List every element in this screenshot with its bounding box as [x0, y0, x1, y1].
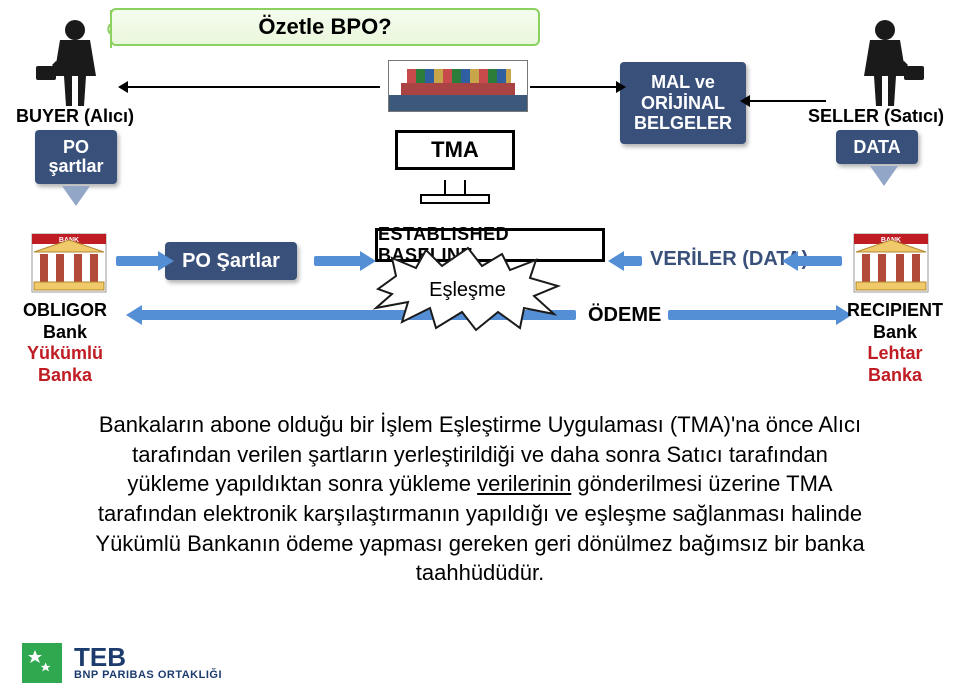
- seller-down-arrow-icon: [870, 166, 898, 186]
- recip-l2: Bank: [873, 322, 917, 342]
- arrow-ship-to-buyer: [126, 86, 380, 88]
- footer-logo: TEB BNP PARIBAS ORTAKLIĞI: [22, 643, 222, 683]
- recipient-text: RECIPIENT Bank Lehtar Banka: [842, 300, 948, 386]
- arrow-mal-to-seller: [748, 100, 826, 102]
- buyer-down-arrow-icon: [62, 186, 90, 206]
- teb-stars-icon: [22, 643, 62, 683]
- ship-image-placeholder: [388, 60, 528, 112]
- po-sartlar-text: PO Şartlar: [182, 250, 280, 273]
- teb-brand: TEB: [74, 645, 222, 670]
- obligor-l4: Banka: [38, 365, 92, 385]
- goods-docs-text: MAL ve ORİJİNAL BELGELER: [620, 72, 746, 134]
- teb-sub: BNP PARIBAS ORTAKLIĞI: [74, 669, 222, 681]
- recip-l4: Banka: [868, 365, 922, 385]
- tma-text: TMA: [431, 137, 479, 163]
- arrow-bank-to-posartlar: [116, 256, 160, 266]
- obligor-text: OBLIGOR Bank Yükümlü Banka: [12, 300, 118, 386]
- arrow-seller-to-mal-head: [740, 95, 750, 107]
- obligor-l3: Yükümlü: [27, 343, 103, 363]
- arrow-posartlar-to-baseline: [314, 256, 362, 266]
- monitor-base: [420, 194, 490, 204]
- obligor-l2: Bank: [43, 322, 87, 342]
- recipient-bank-icon: BANK: [852, 232, 930, 294]
- po-terms-box: PO şartlar: [35, 130, 117, 184]
- seller-silhouette-icon: [840, 16, 930, 111]
- goods-docs-box: MAL ve ORİJİNAL BELGELER: [620, 62, 746, 144]
- seller-label: SELLER (Satıcı): [808, 106, 944, 127]
- arrow-bank-to-posartlar-head: [158, 251, 174, 271]
- arrow-ship-to-mal: [530, 86, 616, 88]
- eslesme-label: Eşleşme: [400, 264, 535, 316]
- obligor-bank-icon: BANK: [30, 232, 108, 294]
- eslesme-text: Eşleşme: [429, 279, 506, 302]
- arrow-odeme-right: [668, 310, 838, 320]
- arrow-bank-to-veriler: [796, 256, 842, 266]
- title-banner: Özetle BPO?: [110, 8, 540, 46]
- po-line2: şartlar: [48, 157, 103, 176]
- data-box: DATA: [836, 130, 918, 164]
- po-sartlar-box: PO Şartlar: [165, 242, 297, 280]
- arrow-veriler-to-baseline: [622, 256, 642, 266]
- obligor-l1: OBLIGOR: [23, 300, 107, 320]
- po-line1: PO: [63, 138, 89, 157]
- description-paragraph: Bankaların abone olduğu bir İşlem Eşleşt…: [90, 410, 870, 588]
- buyer-label: BUYER (Alıcı): [16, 106, 134, 127]
- arrow-veriler-to-baseline-head: [608, 251, 624, 271]
- data-text: DATA: [853, 137, 900, 158]
- title-text: Özetle BPO?: [258, 14, 391, 40]
- odeme-label: ÖDEME: [588, 304, 661, 327]
- recip-l3: Lehtar: [867, 343, 922, 363]
- arrow-ship-to-mal-head: [616, 81, 626, 93]
- arrow-bank-to-veriler-head: [782, 251, 798, 271]
- buyer-silhouette-icon: [30, 16, 120, 111]
- recip-l1: RECIPIENT: [847, 300, 943, 320]
- arrow-ship-to-buyer-head: [118, 81, 128, 93]
- tma-box: TMA: [395, 130, 515, 170]
- arrow-odeme-left-head: [126, 305, 142, 325]
